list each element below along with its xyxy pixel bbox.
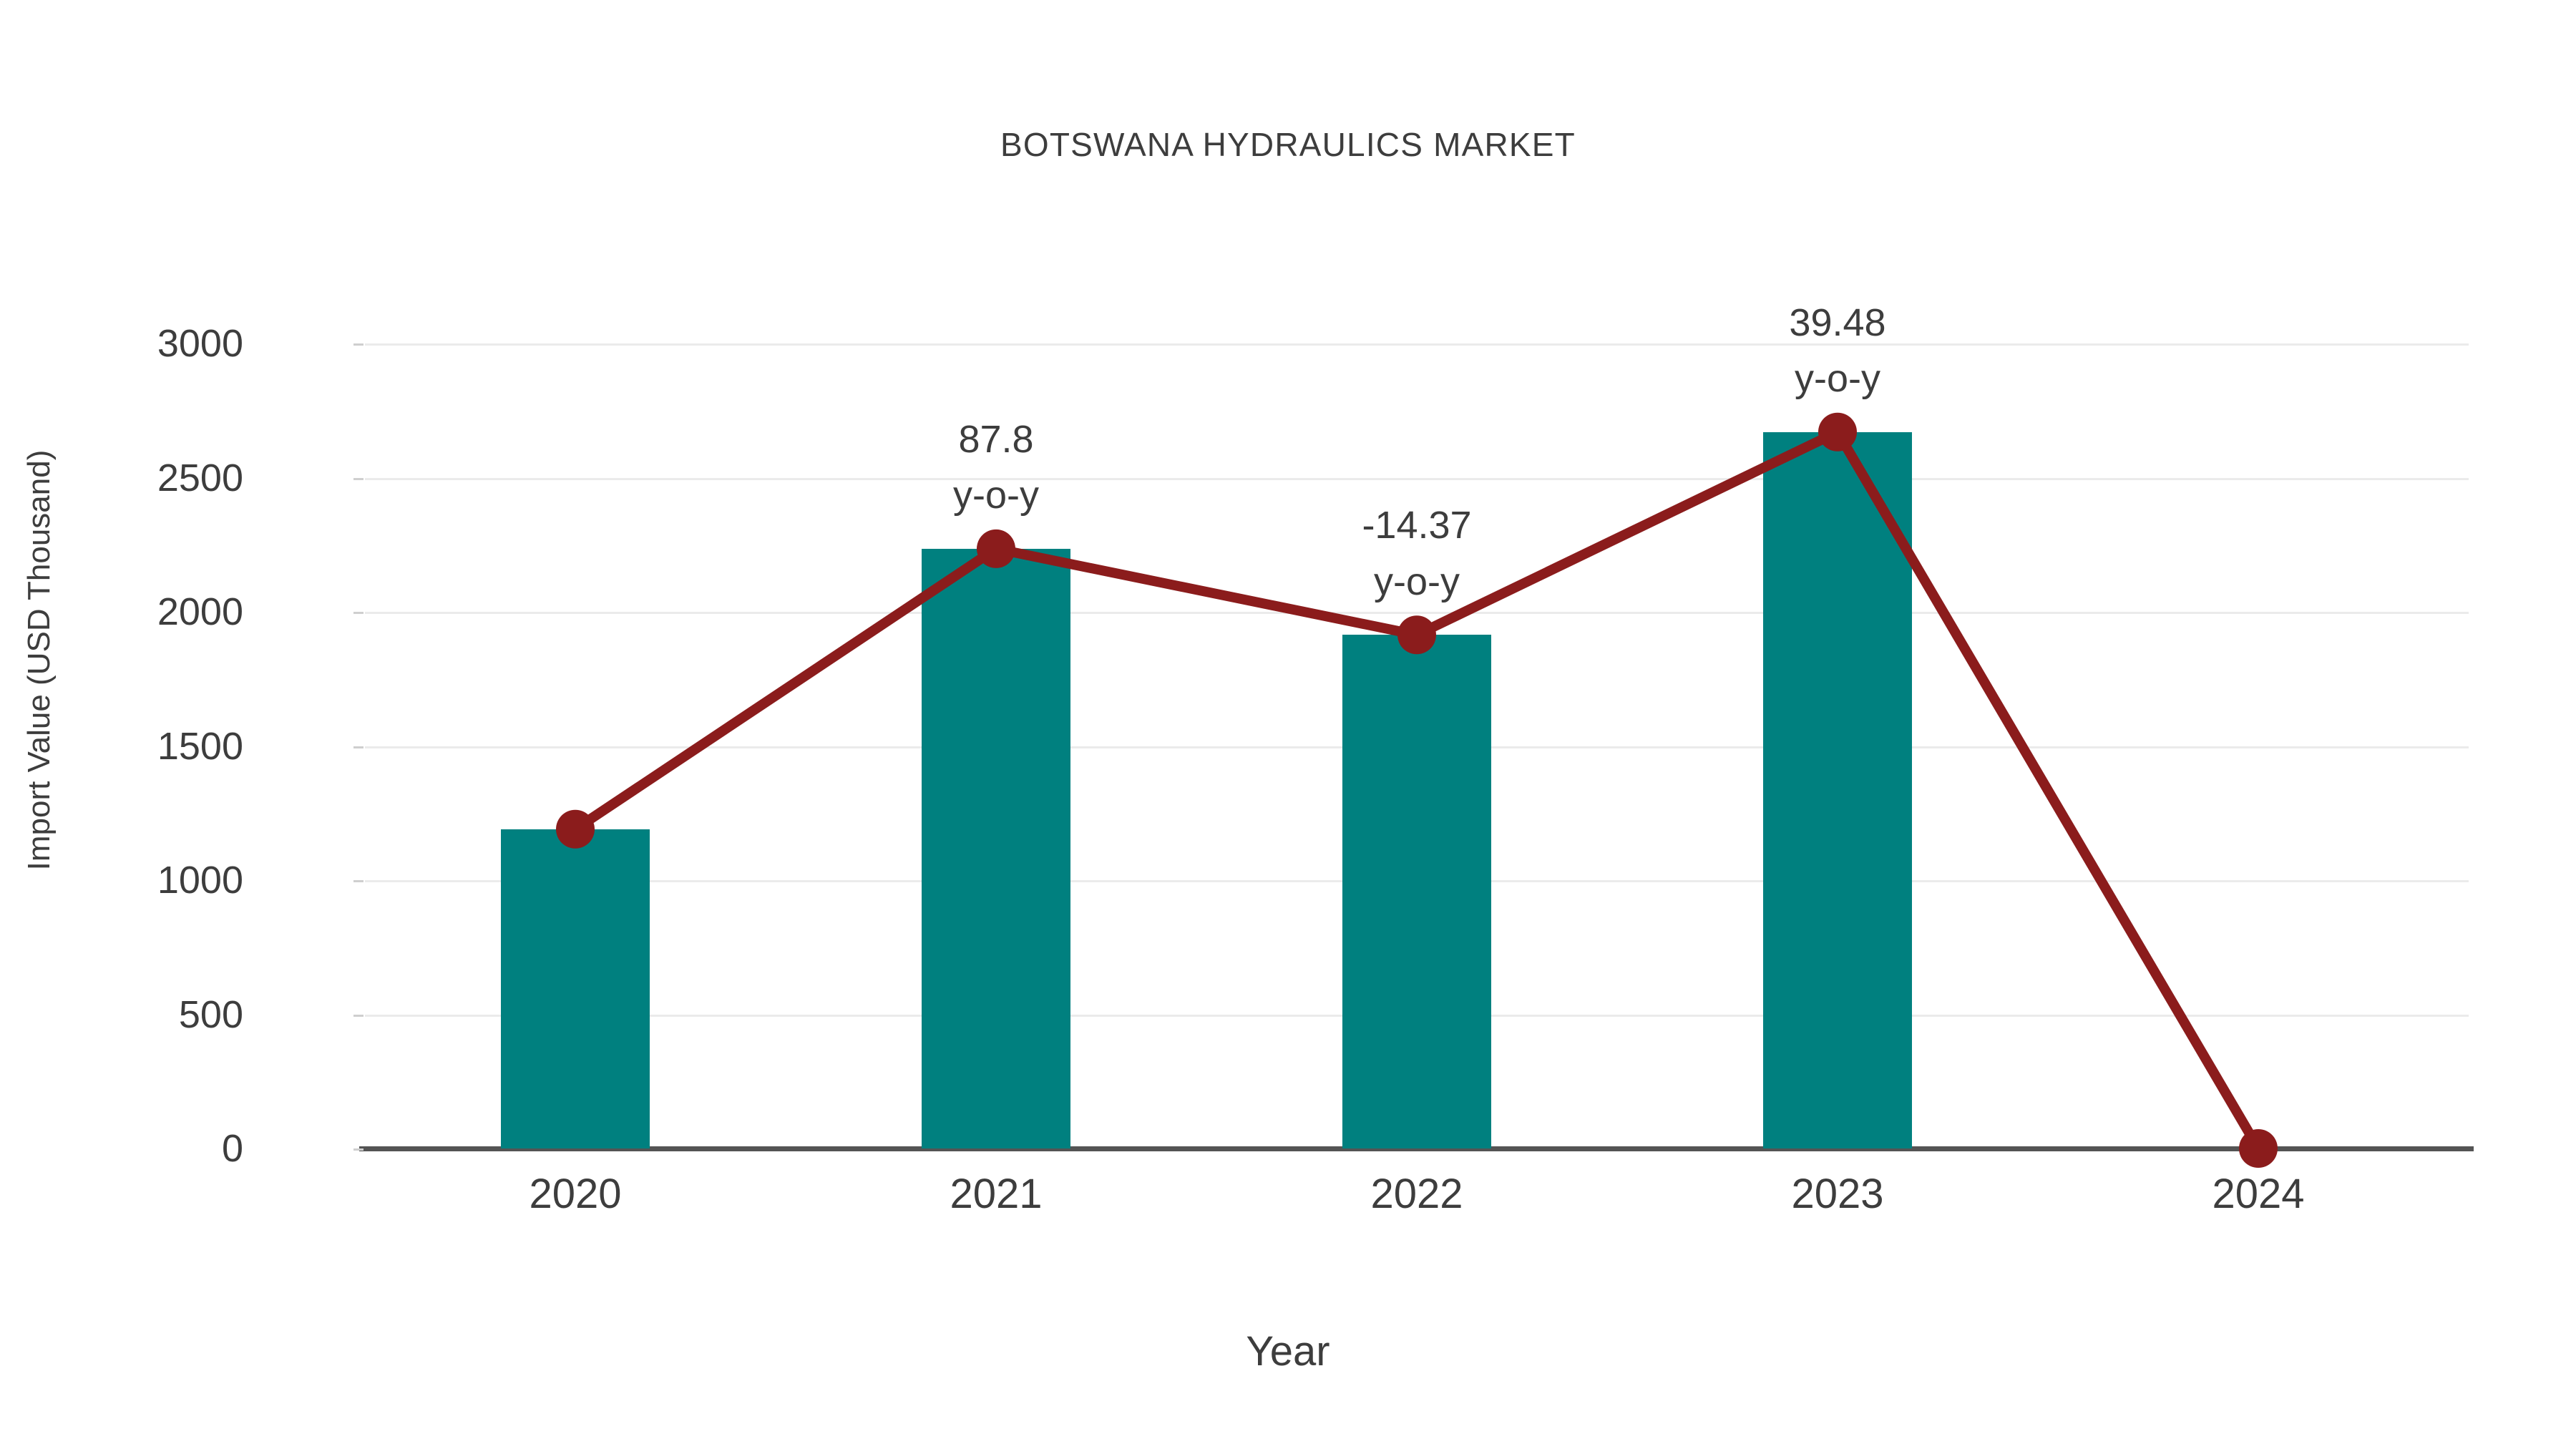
- gridline-2500: [365, 477, 2469, 480]
- growth-value-2021: 87.8: [958, 417, 1034, 461]
- plot-area: 3000 2500 2000 1500 1000 500 0 2020 2021…: [157, 301, 2474, 1217]
- y-axis-title-label: Import Value (USD Thousand): [21, 449, 57, 871]
- growth-unit-2021: y-o-y: [953, 474, 1039, 517]
- x-tick-label-2024: 2024: [2212, 1171, 2305, 1217]
- x-axis-title: Year: [1246, 1328, 1330, 1375]
- growth-annotation-2022: -14.37 y-o-y: [1362, 497, 1471, 610]
- y-tick-mark-1000: [353, 880, 364, 882]
- x-tick-label-2022: 2022: [1370, 1171, 1463, 1217]
- x-tick-label-2023: 2023: [1791, 1171, 1884, 1217]
- growth-unit-2022: y-o-y: [1374, 560, 1460, 603]
- y-tick-label-3000: 3000: [157, 322, 243, 365]
- bar-2022[interactable]: [1342, 635, 1492, 1148]
- x-tick-label-2020: 2020: [529, 1171, 622, 1217]
- gridline-3000: [365, 343, 2469, 346]
- y-tick-label-2000: 2000: [157, 590, 243, 633]
- y-tick-label-1500: 1500: [157, 724, 243, 768]
- x-tick-label-2021: 2021: [950, 1171, 1043, 1217]
- y-tick-mark-1500: [353, 746, 364, 748]
- bar-2020[interactable]: [500, 829, 650, 1148]
- y-tick-mark-0: [353, 1148, 364, 1151]
- y-tick-mark-500: [353, 1014, 364, 1017]
- growth-annotation-2021: 87.8 y-o-y: [953, 411, 1039, 524]
- y-tick-label-1000: 1000: [157, 859, 243, 902]
- gridline-2000: [365, 612, 2469, 614]
- growth-annotation-2023: 39.48 y-o-y: [1789, 295, 1885, 407]
- y-tick-mark-2500: [353, 477, 364, 480]
- y-tick-label-500: 500: [178, 992, 243, 1036]
- y-tick-mark-3000: [353, 343, 364, 346]
- growth-value-2022: -14.37: [1362, 504, 1472, 547]
- chart-title: BOTSWANA HYDRAULICS MARKET: [1000, 126, 1576, 163]
- bar-2021[interactable]: [921, 548, 1071, 1148]
- y-tick-label-2500: 2500: [157, 456, 243, 499]
- bar-2023[interactable]: [1762, 431, 1913, 1148]
- y-tick-label-0: 0: [221, 1127, 243, 1170]
- growth-value-2023: 39.48: [1789, 301, 1886, 344]
- y-tick-mark-2000: [353, 612, 364, 614]
- growth-unit-2023: y-o-y: [1794, 357, 1880, 401]
